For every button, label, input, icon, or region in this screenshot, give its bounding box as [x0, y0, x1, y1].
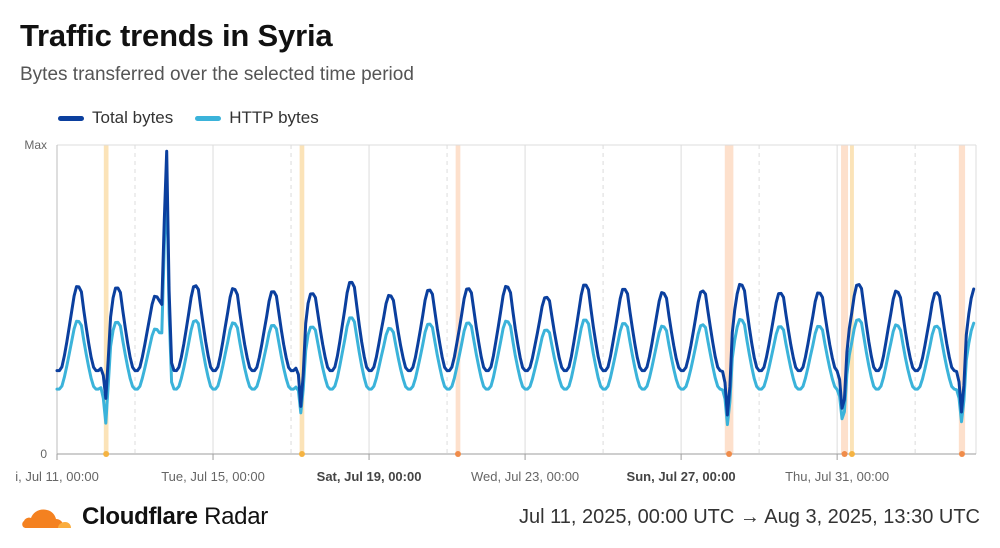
footer-logo[interactable]: Cloudflare Radar [20, 503, 268, 531]
brand-name-bold: Cloudflare [82, 503, 198, 530]
x-tick-label-0: i, Jul 11, 00:00 [15, 469, 99, 484]
y-tick-label-1: 0 [40, 447, 47, 461]
x-tick-label-4: Sun, Jul 27, 00:00 [627, 469, 736, 484]
cloudflare-cloud-icon [22, 509, 71, 528]
anomaly-band-2 [455, 145, 461, 454]
page-title: Traffic trends in Syria [20, 18, 333, 53]
anomaly-marker-3 [726, 451, 733, 457]
anomaly-band-1 [299, 145, 305, 454]
chart-legend: Total bytes HTTP bytes [58, 108, 319, 128]
anomaly-marker-5 [848, 451, 855, 457]
anomaly-band-3 [724, 145, 734, 454]
anomaly-marker-6 [958, 451, 965, 457]
brand-name: Cloudflare Radar [82, 503, 268, 531]
legend-item-total-bytes[interactable]: Total bytes [58, 108, 173, 128]
series-line-http-bytes [55, 174, 976, 427]
legend-label-total-bytes: Total bytes [92, 108, 174, 127]
anomaly-marker-2 [454, 451, 461, 457]
anomaly-marker-1 [298, 451, 305, 457]
legend-swatch-http-bytes [195, 115, 222, 121]
series-line-total-bytes [55, 149, 976, 417]
y-tick-label-0: Max [24, 138, 47, 152]
x-tick-label-3: Wed, Jul 23, 00:00 [471, 469, 579, 484]
anomaly-band-5 [850, 145, 854, 454]
x-tick-label-2: Sat, Jul 19, 00:00 [317, 469, 422, 484]
anomaly-band-4 [841, 145, 849, 454]
page-subtitle: Bytes transferred over the selected time… [20, 64, 414, 85]
x-tick-label-1: Tue, Jul 15, 00:00 [161, 469, 265, 484]
brand-name-light: Radar [204, 503, 268, 530]
anomaly-band-6 [958, 145, 966, 454]
legend-label-http-bytes: HTTP bytes [229, 108, 319, 127]
x-tick-label-5: Thu, Jul 31, 00:00 [785, 469, 889, 484]
anomaly-marker-0 [103, 451, 110, 457]
legend-item-http-bytes[interactable]: HTTP bytes [195, 108, 319, 128]
legend-swatch-total-bytes [58, 115, 84, 121]
date-range: Jul 11, 2025, 00:00 UTC → Aug 3, 2025, 1… [518, 506, 980, 528]
anomaly-marker-4 [841, 451, 848, 457]
anomaly-band-0 [103, 145, 109, 454]
